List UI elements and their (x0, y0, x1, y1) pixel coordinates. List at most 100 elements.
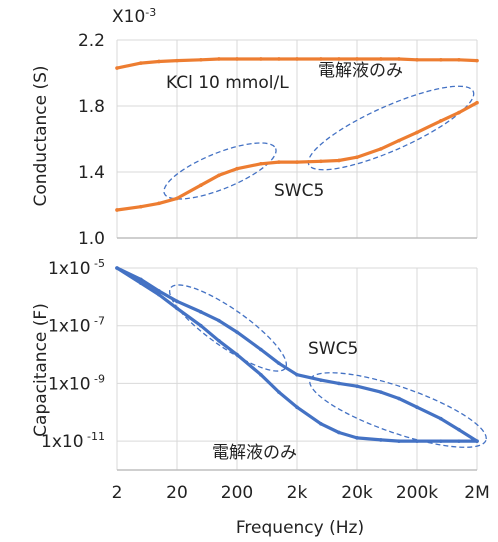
capacitance-series-point (157, 292, 161, 297)
bottom-y-tick-label: 1x10 -5 (48, 257, 105, 279)
capacitance-series-point (235, 352, 239, 357)
conductance-series-point (295, 160, 299, 164)
capacitance-series-point (415, 405, 419, 410)
capacitance-series-point (277, 390, 281, 394)
top-y-multiplier: X10-3 (112, 6, 156, 27)
highlight-ellipse-1 (163, 142, 277, 200)
conductance-series-point (415, 58, 419, 62)
annotation-swc5-bottom: SWC5 (308, 339, 358, 359)
top-y-tick-label: 1.4 (78, 163, 105, 183)
highlight-ellipses (163, 85, 487, 448)
capacitance-series-point (457, 427, 461, 432)
bottom-y-tick-label: 1x10 -7 (48, 315, 105, 337)
conductance-series-point (415, 130, 419, 135)
conductance-series-point (235, 166, 239, 171)
conductance-series-point (175, 196, 179, 201)
conductance-series-point (157, 201, 161, 206)
conductance-series-point (259, 161, 263, 166)
capacitance-series-point (295, 372, 299, 377)
conductance-series-point (217, 173, 221, 178)
conductance-series-point (379, 57, 383, 61)
capacitance-series-point (259, 347, 263, 352)
capacitance-series-point (139, 277, 143, 282)
conductance-series-point (379, 147, 383, 151)
bottom-y-tick-label: 1x10 -9 (48, 372, 105, 394)
capacitance-series-point (217, 318, 221, 323)
x-tick-label: 20 (166, 483, 188, 503)
conductance-series-point (115, 66, 119, 70)
x-tick-label: 20k (341, 483, 373, 503)
x-tick-label: 200k (396, 483, 438, 503)
x-tick-label: 2M (464, 483, 489, 503)
capacitance-series-point (139, 281, 143, 285)
x-tick-label: 2k (287, 483, 308, 503)
conductance-series-point (139, 61, 143, 65)
conductance-series-point (295, 57, 299, 61)
conductance-series-point (439, 119, 443, 123)
conductance-series-point (475, 58, 479, 63)
capacitance-series-point (277, 361, 281, 366)
series-lines (115, 57, 479, 443)
capacitance-series-point (295, 405, 299, 410)
capacitance-series-point (439, 439, 443, 443)
conductance-series-point (355, 155, 359, 159)
annotation-electrolyte-top: 電解液のみ (318, 61, 403, 81)
conductance-series-point (199, 58, 203, 62)
highlight-ellipse-2 (307, 85, 475, 171)
capacitance-series-point (175, 306, 179, 311)
capacitance-series-point (115, 266, 119, 270)
capacitance-series-point (157, 289, 161, 293)
highlight-ellipse-4 (309, 372, 487, 448)
capacitance-series-point (235, 330, 239, 334)
conductance-series-point (235, 57, 239, 61)
conductance-series-point (217, 57, 221, 61)
capacitance-series-point (439, 416, 443, 421)
conductance-series-point (319, 57, 323, 61)
conductance-series-point (475, 100, 479, 105)
capacitance-series-point (199, 310, 203, 314)
capacitance-series-point (337, 381, 341, 386)
chart-text: X10-3 Conductance (S) Capacitance (F) Fr… (31, 6, 403, 538)
conductance-series-point (397, 57, 401, 61)
top-y-axis-title: Conductance (S) (31, 65, 51, 206)
capacitance-series-point (319, 421, 323, 426)
conductance-series-point (319, 159, 323, 164)
capacitance-series-point (379, 390, 383, 394)
capacitance-series-point (355, 384, 359, 389)
tick-labels: 2.2 1.8 1.4 1.0 1x10 -5 1x10 -7 1x10 -9 1x10 -1… (41, 31, 490, 503)
capacitance-series-point (259, 372, 263, 377)
x-axis-title: Frequency (Hz) (236, 518, 364, 538)
conductance-series-point (337, 158, 341, 163)
conductance-series-point (337, 57, 341, 61)
top-y-tick-label: 1.8 (78, 97, 105, 117)
conductance-series-point (439, 58, 443, 62)
conductance-series-point (277, 160, 281, 164)
conductance-series-point (457, 110, 461, 115)
x-tick-label: 2 (112, 483, 123, 503)
annotation-electrolyte-bottom: 電解液のみ (212, 443, 297, 463)
conductance-series-point (115, 208, 119, 212)
conductance-series-point (139, 204, 143, 209)
capacitance-series-point (379, 438, 383, 442)
capacitance-series-point (475, 439, 479, 443)
annotation-swc5-top: SWC5 (274, 181, 324, 201)
capacitance-series-point (217, 339, 221, 343)
capacitance-series-point (457, 439, 461, 443)
conductance-series-point (175, 58, 179, 63)
conductance-series-point (199, 183, 203, 187)
top-y-tick-label: 1.0 (78, 229, 105, 249)
top-y-tick-label: 2.2 (78, 31, 105, 51)
conductance-series-point (157, 59, 161, 64)
capacitance-series-point (337, 430, 341, 435)
capacitance-series-point (397, 439, 401, 443)
bottom-y-axis-title: Capacitance (F) (31, 303, 51, 437)
capacitance-series-point (415, 439, 419, 443)
capacitance-series-point (397, 396, 401, 401)
conductance-series-point (277, 57, 281, 61)
conductance-series-point (355, 57, 359, 61)
bottom-y-tick-label: 1x10 -11 (41, 430, 105, 452)
capacitance-series-point (175, 299, 179, 304)
conductance-series-point (457, 58, 461, 62)
capacitance-series-point (199, 323, 203, 328)
